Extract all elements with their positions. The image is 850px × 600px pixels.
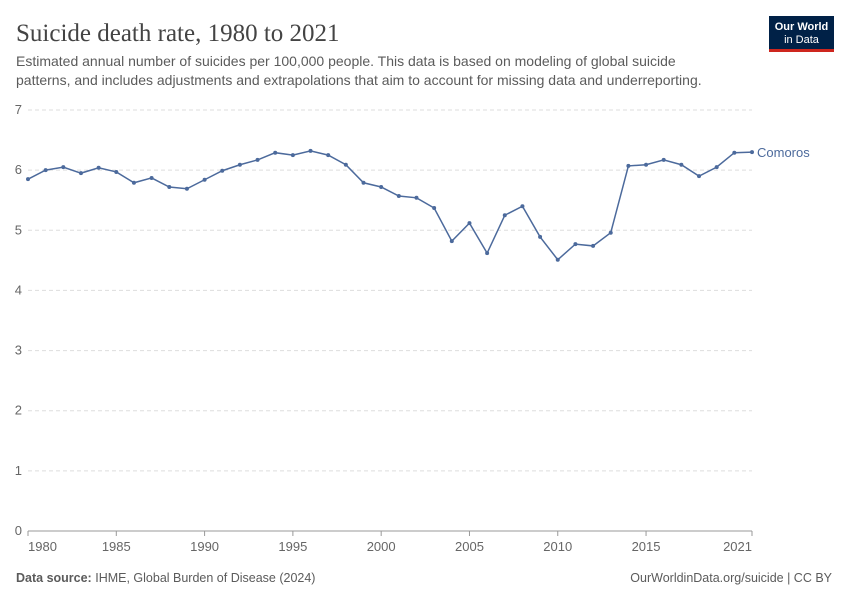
point	[184, 186, 189, 191]
point	[555, 257, 560, 262]
x-tick-label: 2010	[543, 539, 572, 554]
legend-label: Comoros	[757, 145, 810, 160]
point	[502, 213, 507, 218]
point	[379, 184, 384, 189]
point	[679, 162, 684, 167]
point	[697, 174, 702, 179]
point	[414, 195, 419, 200]
point	[290, 153, 295, 158]
point	[26, 177, 30, 182]
point	[432, 206, 437, 211]
point	[714, 165, 719, 170]
y-tick-label: 5	[15, 222, 22, 237]
chart-title: Suicide death rate, 1980 to 2021	[16, 20, 340, 47]
point	[520, 204, 525, 209]
point	[591, 243, 596, 248]
logo[interactable]: Our World in Data	[769, 16, 834, 52]
subtitle: patterns, and includes adjustments and e…	[16, 72, 702, 88]
point	[131, 180, 136, 185]
subtitle: Estimated annual number of suicides per …	[16, 53, 676, 69]
point	[750, 150, 754, 155]
point	[43, 168, 48, 173]
point	[149, 175, 154, 180]
url[interactable]: OurWorldinData.org/suicide | CC BY	[630, 571, 832, 585]
line	[27, 150, 753, 261]
point	[644, 162, 649, 167]
point	[661, 157, 666, 162]
point	[732, 150, 737, 155]
y-tick-label: 0	[15, 523, 22, 538]
point	[538, 234, 543, 239]
point	[255, 157, 260, 162]
point	[96, 165, 101, 170]
x-tick-label: 1995	[278, 539, 307, 554]
point	[61, 165, 66, 170]
source: Data source: IHME, Global Burden of Dise…	[16, 571, 315, 585]
point	[485, 251, 490, 256]
logo-bar	[769, 49, 834, 52]
point	[308, 148, 313, 153]
source-text: IHME, Global Burden of Disease (2024)	[95, 571, 315, 585]
point	[220, 168, 225, 173]
point	[467, 221, 472, 226]
point	[608, 230, 613, 235]
point	[343, 162, 348, 167]
point	[78, 171, 83, 176]
x-tick-label: 2015	[632, 539, 661, 554]
point	[396, 194, 401, 199]
point	[167, 184, 172, 189]
point	[273, 150, 278, 155]
y-tick-label: 6	[15, 162, 22, 177]
point	[361, 180, 366, 185]
logo-text: in Data	[784, 34, 820, 46]
x-tick-label: 2000	[367, 539, 396, 554]
y-tick-label: 3	[15, 343, 22, 358]
logo-text: Our World	[775, 21, 829, 33]
point	[202, 177, 207, 182]
x-tick-label: 1990	[190, 539, 219, 554]
source-label: Data source:	[16, 571, 92, 585]
logo-box	[769, 16, 834, 49]
y-tick-label: 2	[15, 403, 22, 418]
x-tick-label: 1980	[28, 539, 57, 554]
x-tick-label: 1985	[102, 539, 131, 554]
point	[573, 242, 578, 247]
y-tick-label: 7	[15, 102, 22, 117]
point	[626, 163, 631, 168]
point	[237, 162, 242, 167]
y-tick-label: 1	[15, 463, 22, 478]
point	[449, 239, 454, 244]
y-tick-label: 4	[15, 282, 22, 297]
point	[114, 169, 119, 174]
x-tick-label: 2021	[723, 539, 752, 554]
x-tick-label: 2005	[455, 539, 484, 554]
point	[326, 153, 331, 158]
